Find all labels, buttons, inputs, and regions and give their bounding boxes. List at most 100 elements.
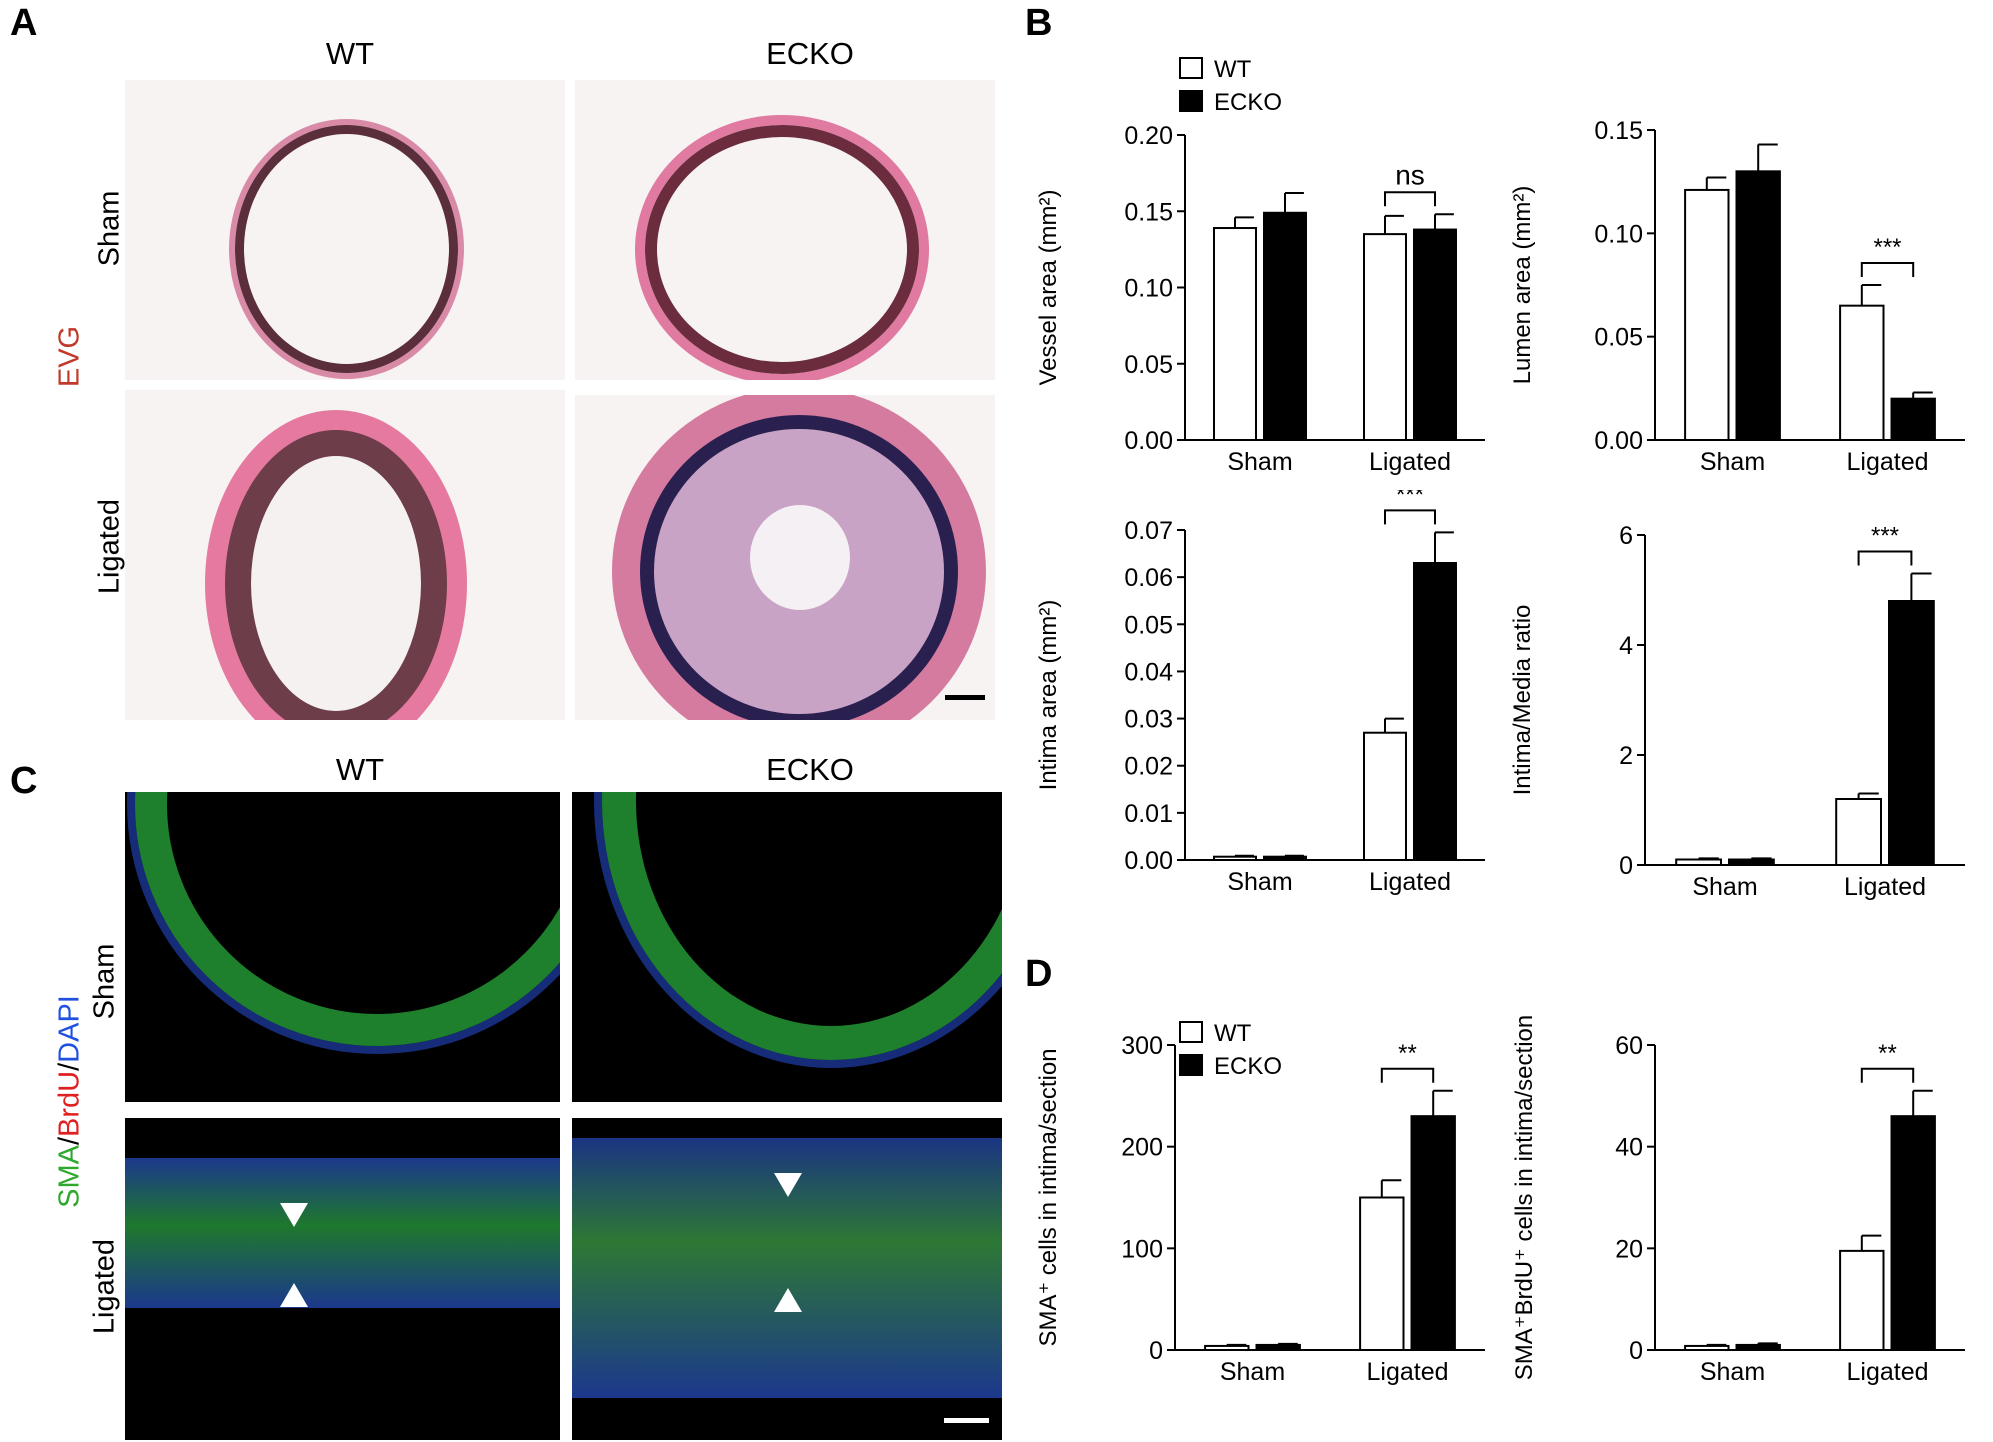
x-tick-label: Ligated <box>1369 868 1451 896</box>
row-label-ligated: Ligated <box>88 1238 121 1335</box>
legend-swatch-wt <box>1179 1021 1203 1043</box>
x-tick-label: Sham <box>1700 448 1765 476</box>
y-axis-label: SMA⁺ cells in intima/section <box>1035 1048 1062 1346</box>
micrograph-evg-ecko-ligated <box>575 395 995 720</box>
y-tick-label: 0.04 <box>1124 658 1173 686</box>
micrograph-fluor-ecko-sham <box>572 792 1002 1102</box>
significance-label: ** <box>1878 1040 1897 1067</box>
significance-bracket <box>1860 262 1915 277</box>
y-axis-label: SMA⁺BrdU⁺ cells in intima/section <box>1511 1015 1538 1380</box>
x-tick-label: Sham <box>1227 448 1292 476</box>
significance-bracket <box>1380 1067 1435 1083</box>
bar-ecko-ligated <box>1410 1115 1456 1351</box>
vessel-section <box>645 125 919 374</box>
bar-wt-ligated <box>1839 304 1885 441</box>
row-label-sham: Sham <box>93 190 126 267</box>
bar-wt-ligated <box>1839 1249 1885 1351</box>
chart-intima-area: 0.00 0.01 0.02 0.03 0.04 0.05 0.06 0.07 Intima a… <box>1035 490 1485 896</box>
legend-swatch-ecko <box>1179 1054 1203 1076</box>
significance-label: ns <box>1395 159 1425 190</box>
y-tick-label: 0.05 <box>1594 324 1643 352</box>
legend-label-ecko: ECKO <box>1214 1053 1282 1080</box>
y-tick-label: 0.15 <box>1594 117 1643 145</box>
chart-sma-brdu-cells: 0 20 40 60 SMA⁺BrdU⁺ cells in intima/section… <box>1511 1015 1965 1386</box>
vessel-section <box>225 430 447 720</box>
y-tick-label: 0.00 <box>1124 427 1173 455</box>
vessel-wall <box>125 1158 560 1308</box>
legend-label-wt: WT <box>1214 1020 1252 1047</box>
arrowhead-down <box>774 1173 802 1197</box>
vessel-wall <box>135 792 560 1046</box>
x-tick-label: Ligated <box>1844 873 1926 901</box>
vessel-wall <box>602 792 1002 1060</box>
bar-ecko-sham <box>1728 858 1775 866</box>
legend-swatch-ecko <box>1179 90 1203 112</box>
bar-wt-sham <box>1213 227 1257 441</box>
row-label-ligated: Ligated <box>93 498 126 595</box>
y-tick-label: 0.05 <box>1124 611 1173 639</box>
column-label-ecko: ECKO <box>766 36 854 71</box>
y-tick-label: 0 <box>1619 852 1633 880</box>
y-tick-label: 0.02 <box>1124 753 1173 781</box>
micrograph-evg-wt-ligated <box>125 390 565 720</box>
panel-letter-b: B <box>1025 2 1053 44</box>
y-tick-label: 0.05 <box>1124 351 1173 379</box>
arrowhead-up <box>774 1288 802 1312</box>
y-tick-label: 100 <box>1121 1235 1163 1263</box>
significance-label: *** <box>1396 490 1424 508</box>
micrograph-fluor-wt-ligated <box>125 1118 560 1440</box>
legend-label-ecko: ECKO <box>1214 89 1282 116</box>
bar-wt-ligated <box>1363 731 1407 861</box>
bar-ecko-sham <box>1735 170 1781 441</box>
y-tick-label: 0.10 <box>1124 275 1173 303</box>
y-tick-label: 60 <box>1615 1032 1643 1060</box>
bar-wt-ligated <box>1835 798 1883 866</box>
column-label-wt: WT <box>335 752 385 787</box>
stain-separator: / <box>53 1062 86 1071</box>
bar-ecko-ligated <box>1413 228 1457 441</box>
bar-wt-sham <box>1684 1344 1730 1351</box>
stain-part-sma: SMA <box>53 1145 86 1208</box>
significance-bracket <box>1860 1067 1915 1083</box>
chart-sma-cells: 0 100 200 300 SMA⁺ cells in intima/section Sh… <box>1035 1020 1485 1386</box>
y-tick-label: 0 <box>1149 1337 1163 1365</box>
row-label-sham: Sham <box>88 943 121 1020</box>
bar-ecko-sham <box>1255 1343 1301 1351</box>
significance-bracket <box>1384 191 1436 207</box>
bar-ecko-ligated <box>1888 600 1935 866</box>
y-axis-label: Lumen area (mm²) <box>1510 186 1536 385</box>
stain-part-brdu: BrdU <box>53 1070 86 1137</box>
significance-bracket <box>1384 509 1436 525</box>
y-tick-label: 2 <box>1619 742 1633 770</box>
bar-wt-sham <box>1213 855 1257 862</box>
significance-label: ** <box>1398 1040 1417 1067</box>
arrowhead-up <box>280 1283 308 1307</box>
y-tick-label: 0.20 <box>1124 122 1173 150</box>
y-tick-label: 0.06 <box>1124 564 1173 592</box>
x-tick-label: Ligated <box>1369 448 1451 476</box>
bar-wt-sham <box>1684 188 1730 441</box>
stain-part-dapi: DAPI <box>53 995 86 1063</box>
legend-swatch-wt <box>1179 57 1203 79</box>
column-label-ecko: ECKO <box>766 752 854 787</box>
chart-lumen-area: 0.00 0.05 0.10 0.15 Lumen area (mm²) Sham Liga… <box>1510 117 1965 476</box>
y-tick-label: 20 <box>1615 1235 1643 1263</box>
x-tick-label: Sham <box>1227 868 1292 896</box>
y-tick-label: 0.07 <box>1124 517 1173 545</box>
scale-bar <box>944 1418 989 1423</box>
vessel-section <box>235 125 458 373</box>
bar-wt-ligated <box>1363 233 1407 441</box>
bar-ecko-ligated <box>1890 397 1936 441</box>
y-tick-label: 0.15 <box>1124 198 1173 226</box>
micrograph-fluor-wt-sham <box>125 792 560 1102</box>
y-axis-label: Intima/Media ratio <box>1510 605 1536 796</box>
y-tick-label: 0.10 <box>1594 220 1643 248</box>
bar-ecko-sham <box>1263 855 1307 862</box>
panel-letter-a: A <box>10 2 38 44</box>
y-tick-label: 200 <box>1121 1134 1163 1162</box>
chart-intima-media-ratio: 0 2 4 6 Intima/Media ratio Sham Ligated *** <box>1510 522 1965 901</box>
y-tick-label: 0.01 <box>1124 800 1173 828</box>
bar-wt-sham <box>1204 1344 1250 1351</box>
bar-ecko-ligated <box>1890 1115 1936 1351</box>
bar-ecko-sham <box>1263 211 1307 441</box>
